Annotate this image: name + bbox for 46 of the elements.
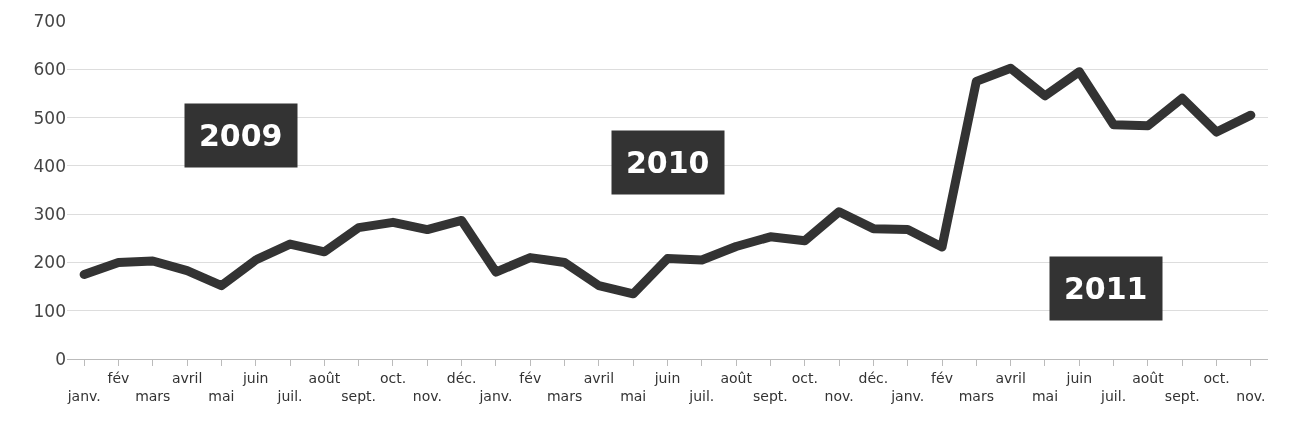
y-tick-label: 600 — [33, 59, 66, 80]
y-tick-label: 100 — [33, 300, 66, 321]
annotation: 2009 — [199, 118, 283, 153]
x-tick-label: mai — [1031, 388, 1059, 404]
y-tick-label: 300 — [33, 204, 66, 225]
x-tick-label: avril — [171, 369, 203, 386]
y-tick-label: 0 — [55, 348, 66, 369]
y-tick-label: 500 — [33, 107, 66, 128]
x-tick-label: juin — [1065, 369, 1093, 386]
x-tick-label: nov. — [824, 388, 854, 404]
x-tick-label: juin — [653, 369, 681, 386]
x-tick-label: nov. — [412, 388, 442, 404]
x-tick-label: sept. — [1164, 388, 1200, 404]
x-tick-label: août — [720, 369, 753, 386]
x-tick-label: mars — [546, 388, 583, 404]
x-tick-label: sept. — [753, 388, 788, 404]
x-tick-label: déc. — [446, 369, 477, 386]
x-tick-label: juil. — [1100, 388, 1127, 404]
y-tick-label: 700 — [33, 10, 66, 31]
y-tick-label: 400 — [33, 155, 66, 176]
x-tick-label: mars — [958, 388, 994, 404]
x-tick-label: janv. — [66, 388, 101, 404]
x-tick-label: janv. — [478, 388, 513, 404]
x-tick-label: juin — [241, 369, 269, 386]
x-tick-label: juil. — [276, 388, 303, 404]
x-tick-label: août — [1132, 369, 1165, 386]
x-tick-label: oct. — [1203, 369, 1230, 386]
x-tick-label: mars — [135, 388, 171, 404]
x-tick-label: mai — [208, 388, 235, 404]
x-tick-label: mai — [620, 388, 647, 404]
annotation: 2010 — [626, 145, 710, 180]
x-tick-label: avril — [583, 369, 615, 386]
x-tick-label: oct. — [379, 369, 407, 386]
x-tick-label: fév — [107, 369, 130, 386]
x-tick-label: nov. — [1236, 388, 1266, 404]
x-tick-label: juil. — [688, 388, 715, 404]
annotation: 2011 — [1064, 271, 1148, 306]
x-tick-label: avril — [995, 369, 1026, 386]
x-tick-label: fév — [519, 369, 542, 386]
x-tick-label: fév — [931, 369, 953, 386]
x-tick-label: août — [308, 369, 341, 386]
y-tick-label: 200 — [33, 252, 66, 273]
x-tick-label: oct. — [791, 369, 818, 386]
x-tick-label: déc. — [858, 369, 889, 386]
x-tick-label: janv. — [890, 388, 925, 404]
x-tick-label: sept. — [341, 388, 377, 404]
